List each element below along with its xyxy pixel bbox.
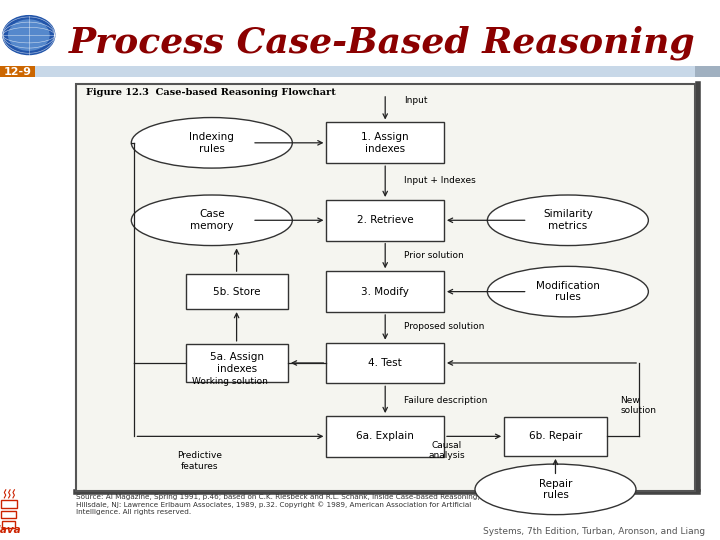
Ellipse shape	[475, 464, 636, 515]
Text: Prior solution: Prior solution	[404, 251, 464, 260]
Text: New
solution: New solution	[621, 396, 657, 415]
FancyBboxPatch shape	[76, 84, 695, 491]
FancyBboxPatch shape	[186, 274, 288, 309]
FancyBboxPatch shape	[326, 271, 444, 312]
Text: Indexing
rules: Indexing rules	[189, 132, 234, 153]
Ellipse shape	[487, 266, 648, 317]
FancyBboxPatch shape	[186, 343, 288, 382]
Text: Case
memory: Case memory	[190, 210, 233, 231]
FancyBboxPatch shape	[0, 66, 35, 77]
Text: Process Case-Based Reasoning: Process Case-Based Reasoning	[68, 26, 695, 60]
Circle shape	[9, 20, 49, 50]
Text: 12-9: 12-9	[4, 67, 31, 77]
Text: 2. Retrieve: 2. Retrieve	[357, 215, 413, 225]
Text: Predictive
features: Predictive features	[177, 451, 222, 470]
Text: Systems, 7th Edition, Turban, Aronson, and Liang: Systems, 7th Edition, Turban, Aronson, a…	[483, 526, 706, 536]
Text: Input + Indexes: Input + Indexes	[404, 176, 475, 185]
FancyBboxPatch shape	[326, 416, 444, 457]
Text: 1. Assign
indexes: 1. Assign indexes	[361, 132, 409, 153]
Text: Java: Java	[0, 524, 21, 535]
Text: 3. Modify: 3. Modify	[361, 287, 409, 296]
Text: Proposed solution: Proposed solution	[404, 322, 484, 331]
FancyBboxPatch shape	[326, 123, 444, 163]
Text: 4. Test: 4. Test	[369, 358, 402, 368]
Ellipse shape	[131, 118, 292, 168]
Ellipse shape	[487, 195, 648, 246]
Text: 6b. Repair: 6b. Repair	[529, 431, 582, 441]
Text: Figure 12.3  Case-based Reasoning Flowchart: Figure 12.3 Case-based Reasoning Flowcha…	[86, 88, 336, 97]
FancyBboxPatch shape	[695, 66, 720, 77]
FancyBboxPatch shape	[2, 521, 15, 528]
Text: Causal
analysis: Causal analysis	[429, 441, 465, 460]
Circle shape	[3, 16, 55, 55]
FancyBboxPatch shape	[1, 500, 17, 508]
Text: Modification
rules: Modification rules	[536, 281, 600, 302]
Text: Source: AI Magazine, Spring 1991, p.46; based on C.K. Riesbeck and R.L. Schank, : Source: AI Magazine, Spring 1991, p.46; …	[76, 494, 480, 515]
Text: Input: Input	[404, 96, 427, 105]
Text: Working solution: Working solution	[192, 377, 269, 386]
FancyBboxPatch shape	[0, 66, 720, 77]
Text: Repair
rules: Repair rules	[539, 478, 572, 500]
Text: Similarity
metrics: Similarity metrics	[543, 210, 593, 231]
Text: Failure description: Failure description	[404, 396, 487, 404]
Text: 5b. Store: 5b. Store	[213, 287, 261, 296]
Ellipse shape	[131, 195, 292, 246]
Text: 6a. Explain: 6a. Explain	[356, 431, 414, 441]
Text: 5a. Assign
indexes: 5a. Assign indexes	[210, 352, 264, 374]
FancyBboxPatch shape	[1, 511, 16, 518]
FancyBboxPatch shape	[326, 342, 444, 383]
FancyBboxPatch shape	[326, 200, 444, 241]
FancyBboxPatch shape	[505, 417, 606, 456]
